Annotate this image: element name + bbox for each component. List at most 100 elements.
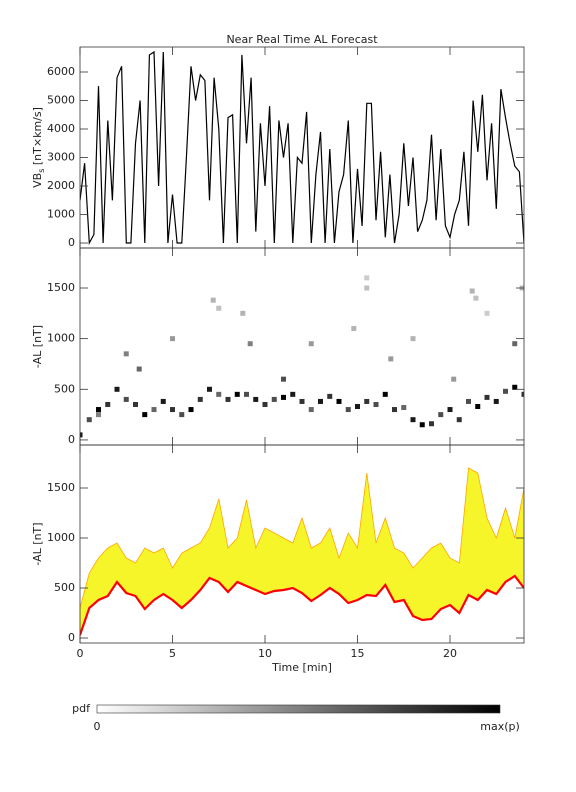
pdf-cell	[247, 341, 253, 347]
pdf-cell	[197, 396, 203, 402]
pdf-cell	[392, 407, 397, 413]
pdf-cell	[281, 376, 286, 382]
pdf-cell	[160, 398, 166, 404]
pdf-cell	[170, 407, 175, 413]
y-label-sub: s	[37, 169, 46, 173]
x-tick-label: 15	[351, 647, 365, 660]
pdf-cell	[114, 386, 120, 392]
plot-area	[80, 275, 524, 438]
pdf-cell	[447, 407, 453, 413]
y-tick-label: 5000	[47, 93, 75, 106]
pdf-cell	[364, 398, 370, 404]
pdf-cell	[351, 326, 357, 332]
pdf-cell	[473, 295, 479, 301]
chart-title: Near Real Time AL Forecast	[226, 33, 378, 46]
pdf-cell	[438, 412, 444, 418]
pdf-cell	[234, 391, 240, 397]
vbs-line	[80, 50, 524, 246]
band-fill	[80, 468, 524, 635]
pdf-cell	[318, 398, 323, 404]
pdf-cell	[133, 401, 138, 407]
y-tick-label: 1500	[47, 481, 75, 494]
pdf-cell	[96, 407, 101, 413]
pdf-cell	[493, 398, 499, 404]
pdf-cell	[388, 356, 394, 362]
pdf-cell	[271, 396, 277, 402]
pdf-cell	[86, 417, 92, 423]
pdf-cell	[521, 391, 524, 397]
pdf-cell	[281, 394, 286, 400]
colorbar-max: max(p)	[480, 720, 520, 733]
plot-area	[80, 467, 524, 636]
pdf-cell	[216, 391, 222, 397]
colorbar-label: pdf	[72, 702, 91, 715]
pdf-cell	[216, 305, 222, 311]
pdf-cell	[466, 398, 471, 404]
x-tick-label: 5	[169, 647, 176, 660]
pdf-cell	[456, 417, 462, 423]
pdf-cell	[484, 394, 490, 400]
pdf-cell	[210, 297, 216, 303]
pdf-cell	[512, 384, 518, 390]
x-tick-label: 10	[258, 647, 272, 660]
frame	[79, 444, 525, 644]
pdf-cell	[364, 285, 370, 291]
series-line	[80, 467, 524, 609]
pdf-cell	[188, 407, 194, 413]
colorbar	[96, 704, 501, 714]
pdf-cell	[308, 407, 314, 413]
pdf-cell	[80, 432, 83, 438]
pdf-cell	[142, 412, 148, 418]
pdf-cell	[401, 405, 407, 411]
pdf-cell	[253, 396, 259, 402]
y-tick-label: 1500	[47, 281, 75, 294]
pdf-cell	[419, 422, 425, 428]
y-label-main: VB	[31, 173, 44, 188]
pdf-cell	[451, 376, 457, 382]
y-tick-label: 1000	[47, 531, 75, 544]
pdf-cell	[327, 393, 333, 399]
x-tick-label: 20	[443, 647, 457, 660]
pdf-cell	[240, 310, 246, 316]
pdf-cell	[123, 396, 129, 402]
pdf-cell	[170, 336, 175, 342]
pdf-cell	[345, 407, 351, 413]
pdf-cell	[105, 401, 111, 407]
pdf-cell	[373, 401, 379, 407]
y-tick-label: 2000	[47, 179, 75, 192]
pdf-cell	[484, 310, 490, 316]
y-tick-label: 500	[54, 382, 75, 395]
pdf-cell	[410, 336, 416, 342]
pdf-cell	[225, 396, 231, 402]
pdf-cell	[336, 398, 342, 404]
x-axis-label: Time [min]	[271, 661, 332, 674]
pdf-cell	[179, 412, 185, 418]
pdf-cell	[123, 351, 129, 357]
pdf-cell	[96, 412, 101, 418]
y-tick-label: 1000	[47, 208, 75, 221]
pdf-cell	[299, 398, 305, 404]
pdf-cell	[512, 341, 518, 347]
pdf-cell	[207, 386, 212, 392]
pdf-cell	[382, 391, 388, 397]
pdf-cell	[290, 391, 296, 397]
pdf-cell	[136, 366, 142, 372]
pdf-cell	[151, 407, 157, 413]
y-tick-label: 1000	[47, 332, 75, 345]
series-line	[80, 574, 524, 636]
y-tick-label: 6000	[47, 65, 75, 78]
y-axis-label: -AL [nT]	[31, 325, 44, 368]
y-tick-label: 3000	[47, 151, 75, 164]
pdf-cell	[308, 341, 314, 347]
pdf-cell	[355, 404, 360, 410]
y-tick-label: 0	[68, 631, 75, 644]
pdf-cell	[475, 404, 481, 410]
pdf-cell	[244, 391, 249, 397]
y-tick-label: 4000	[47, 122, 75, 135]
y-axis-label: VBs [nT×km/s]	[31, 107, 46, 188]
colorbar-min: 0	[94, 720, 101, 733]
pdf-cell	[469, 288, 475, 294]
pdf-cell	[503, 388, 508, 394]
pdf-cell	[429, 421, 434, 427]
